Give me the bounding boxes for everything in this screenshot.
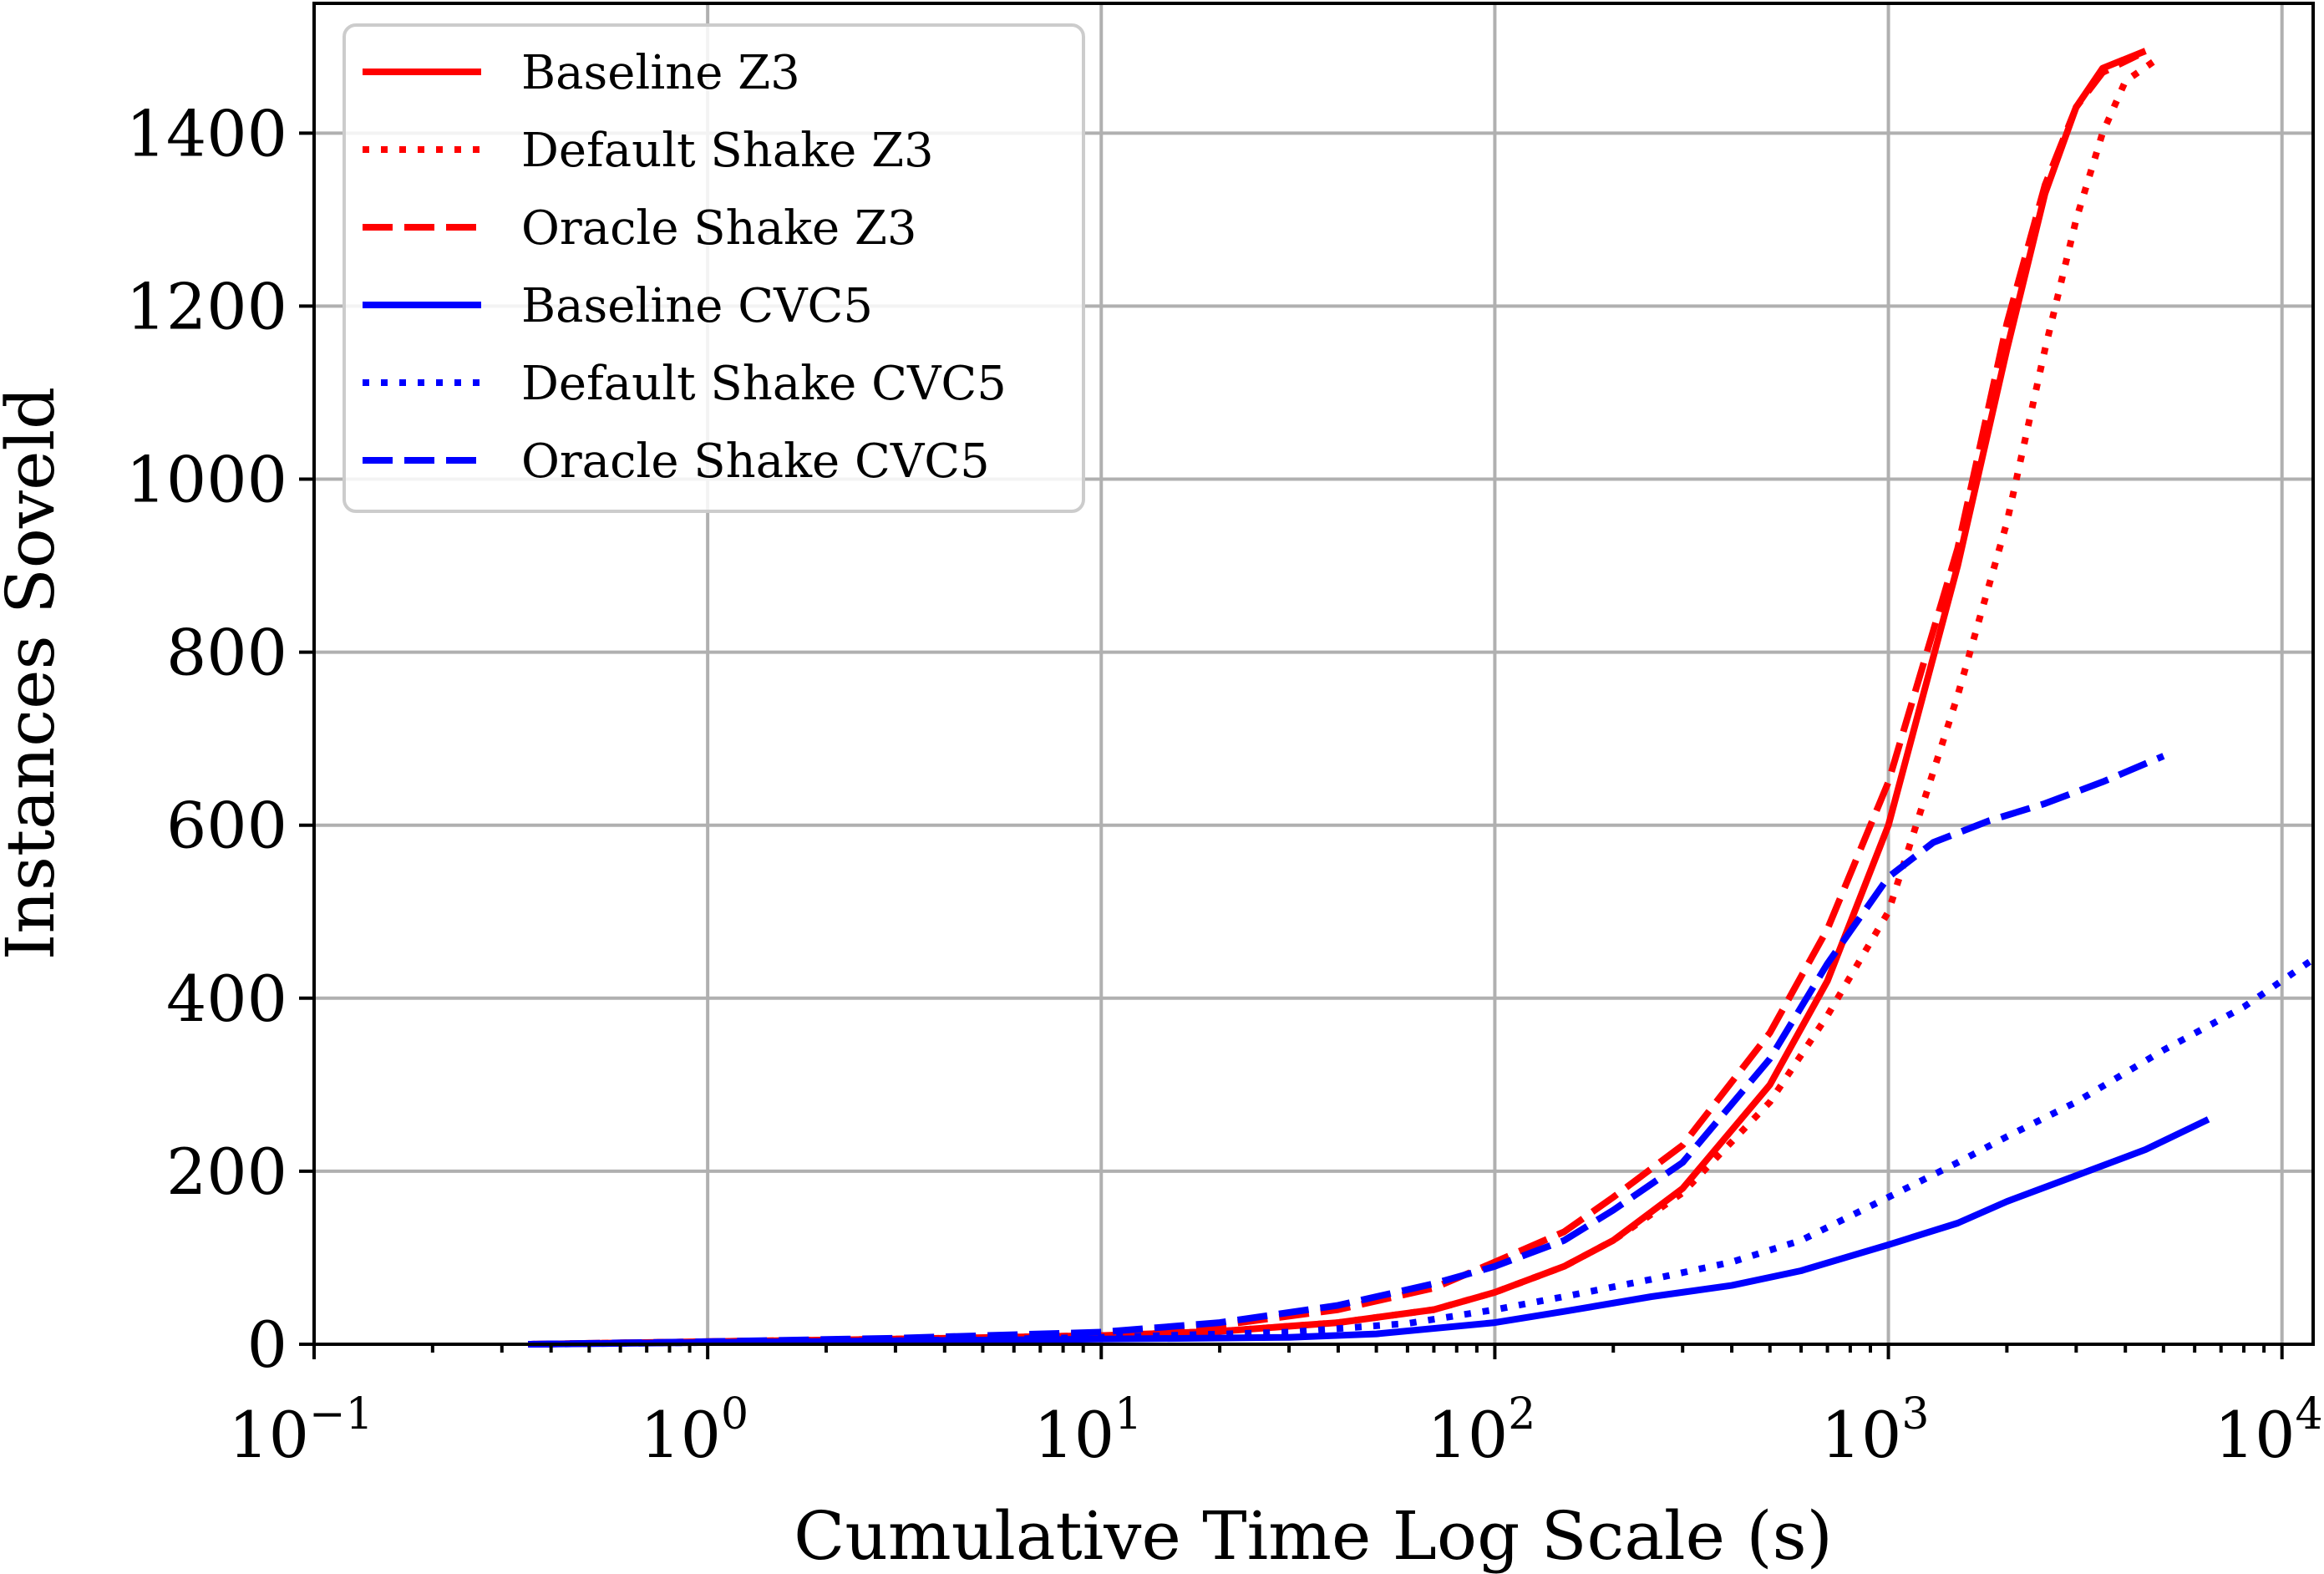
- y-tick-label: 800: [166, 616, 287, 690]
- legend-label: Baseline CVC5: [521, 279, 873, 333]
- y-tick-label: 1400: [126, 96, 287, 170]
- x-axis-label: Cumulative Time Log Scale (s): [794, 1497, 1833, 1574]
- x-tick-label: 101: [1033, 1389, 1142, 1472]
- y-tick-label: 200: [166, 1135, 287, 1209]
- x-tick-labels: 10−1 100 101 102 103 104: [228, 1389, 2322, 1472]
- series-line-default-shake-cvc5: [528, 956, 2316, 1348]
- y-tick-label: 1200: [126, 269, 287, 343]
- legend-label: Default Shake Z3: [521, 124, 934, 178]
- series-line-oracle-shake-cvc5: [528, 753, 2165, 1348]
- x-tick-label: 104: [2215, 1389, 2323, 1472]
- legend-label: Oracle Shake Z3: [521, 201, 917, 256]
- legend: Baseline Z3 Default Shake Z3 Oracle Shake …: [343, 23, 1085, 513]
- x-tick-label: 102: [1428, 1389, 1536, 1472]
- y-axis-label: Instances Soveld: [0, 387, 69, 960]
- tick-marks: [299, 131, 2284, 1359]
- series-line-baseline-cvc5: [528, 1116, 2210, 1348]
- legend-box: [343, 23, 1085, 513]
- x-tick-label: 100: [640, 1389, 748, 1472]
- y-tick-label: 0: [247, 1307, 287, 1382]
- series-layer: [528, 48, 2316, 1348]
- y-tick-label: 600: [166, 789, 287, 863]
- y-tick-labels: 0 200 400 600 800 1000 1200 1400: [126, 96, 287, 1382]
- y-tick-label: 400: [166, 962, 287, 1036]
- legend-label: Default Shake CVC5: [521, 357, 1007, 411]
- plot-frame: [312, 2, 2315, 1346]
- x-tick-label: 103: [1821, 1389, 1930, 1472]
- legend-label: Baseline Z3: [521, 46, 800, 100]
- y-tick-label: 1000: [126, 443, 287, 517]
- x-tick-label: 10−1: [228, 1389, 373, 1472]
- legend-label: Oracle Shake CVC5: [521, 434, 990, 489]
